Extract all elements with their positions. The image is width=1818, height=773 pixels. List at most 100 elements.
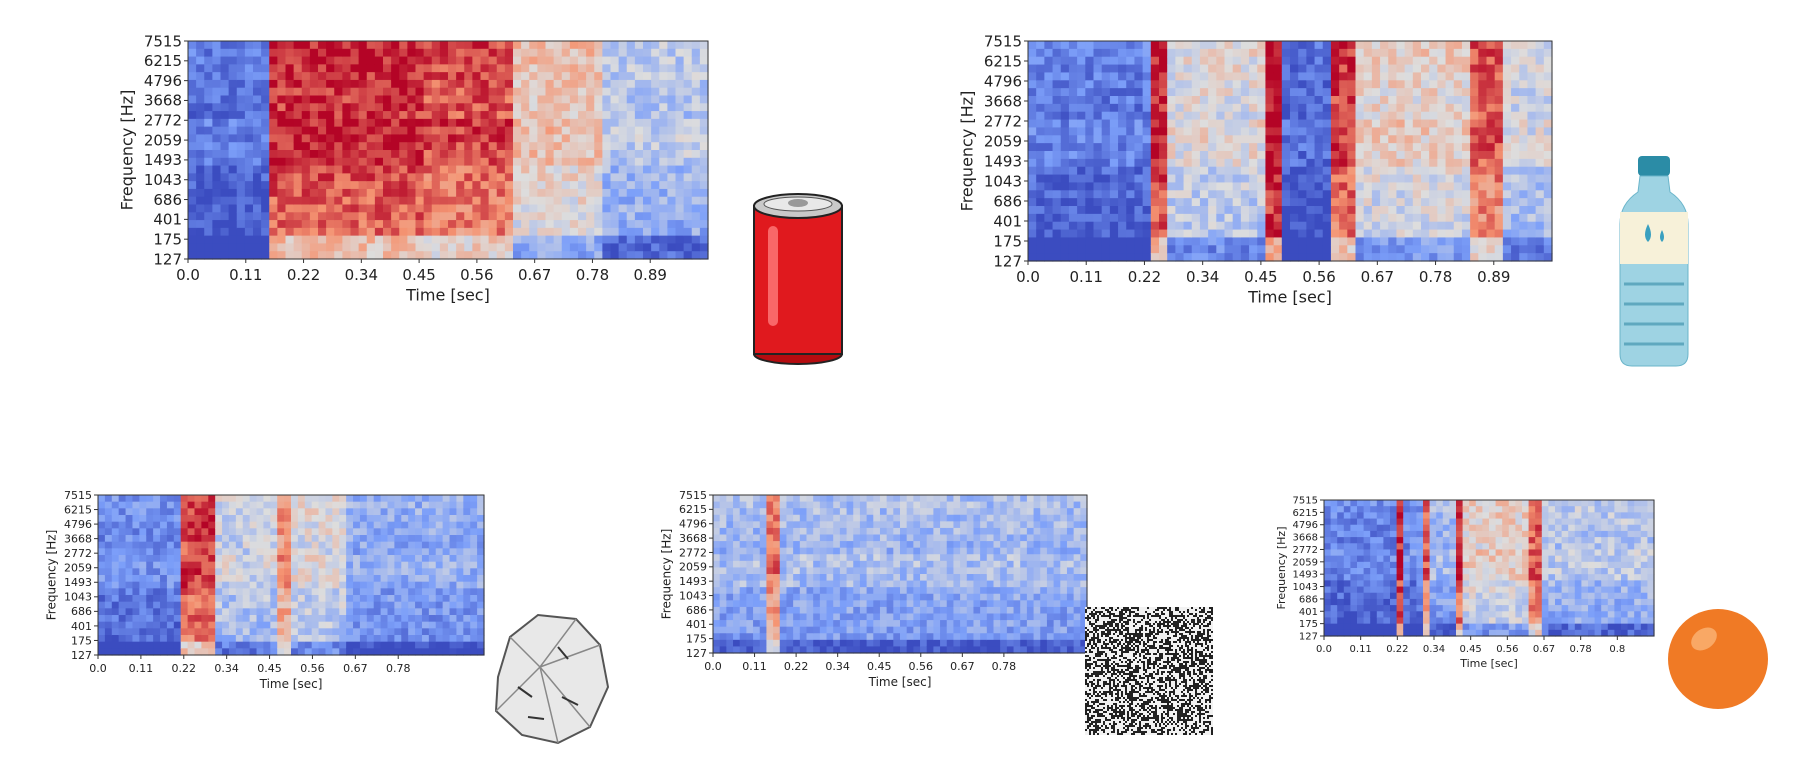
heatmap-cell (659, 188, 668, 198)
heatmap-cell (667, 235, 677, 245)
heatmap-cell (480, 126, 490, 136)
heatmap-cell (212, 220, 222, 229)
heatmap-cell (1478, 237, 1488, 246)
heatmap-cell (1077, 96, 1086, 105)
heatmap-cell (1535, 213, 1545, 223)
heatmap-cell (1134, 229, 1144, 239)
heatmap-cell (1437, 143, 1447, 152)
heatmap-cell (1437, 229, 1447, 239)
heatmap-cell (118, 495, 127, 503)
heatmap-cell (1380, 88, 1389, 97)
heatmap-cell (578, 56, 587, 65)
heatmap-cell (222, 615, 230, 623)
heatmap-cell (173, 568, 182, 576)
heatmap-cell (569, 87, 579, 97)
heatmap-cell (1085, 229, 1095, 239)
heatmap-cell (187, 495, 196, 503)
heatmap-cell (391, 41, 400, 50)
heatmap-cell (659, 212, 668, 221)
heatmap-cell (334, 243, 343, 252)
heatmap-cell (285, 64, 295, 73)
heatmap-cell (421, 621, 430, 629)
heatmap-cell (212, 212, 222, 221)
heatmap-cell (391, 95, 400, 104)
heatmap-cell (553, 157, 563, 167)
heatmap-cell (1461, 127, 1471, 136)
heatmap-cell (111, 495, 120, 503)
heatmap-cell (1044, 213, 1054, 223)
heatmap-cell (1077, 253, 1086, 262)
heatmap-cell (263, 568, 271, 576)
heatmap-cell (125, 615, 134, 623)
heatmap-cell (1371, 127, 1381, 136)
heatmap-cell (118, 535, 127, 543)
heatmap-cell (139, 595, 147, 603)
heatmap-cell (408, 541, 416, 549)
heatmap-cell (304, 495, 313, 503)
heatmap-cell (261, 79, 270, 89)
heatmap-cell (1077, 182, 1086, 191)
heatmap-cell (415, 56, 425, 65)
heatmap-cell (270, 628, 278, 636)
heatmap-cell (1175, 72, 1185, 81)
heatmap-cell (1077, 56, 1086, 66)
heatmap-cell (263, 601, 271, 609)
heatmap-cell (1412, 135, 1422, 144)
heatmap-cell (104, 635, 113, 643)
heatmap-cell (1486, 182, 1496, 191)
heatmap-cell (1191, 158, 1201, 168)
heatmap-cell (212, 251, 222, 260)
heatmap-cell (643, 95, 652, 104)
heatmap-cell (1535, 48, 1545, 58)
heatmap-cell (1265, 174, 1275, 184)
heatmap-cell (196, 173, 205, 182)
heatmap-cell (125, 628, 134, 636)
heatmap-cell (1453, 135, 1463, 144)
heatmap-cell (1044, 158, 1054, 168)
heatmap-cell (1388, 72, 1398, 81)
heatmap-cell (1404, 213, 1414, 223)
heatmap-cell (1511, 48, 1520, 58)
heatmap-cell (488, 64, 498, 73)
heatmap-cell (1093, 96, 1103, 105)
heatmap-cell (297, 535, 306, 543)
heatmap-cell (626, 134, 636, 143)
heatmap-cell (1429, 96, 1438, 105)
heatmap-cell (667, 56, 677, 65)
heatmap-cell (180, 495, 189, 503)
heatmap-cell (1347, 80, 1357, 89)
heatmap-cell (359, 628, 368, 636)
heatmap-cell (334, 48, 343, 58)
heatmap-cell (291, 601, 299, 609)
heatmap-cell (537, 196, 547, 206)
heatmap-cell (350, 118, 360, 128)
heatmap-cell (318, 111, 327, 120)
heatmap-cell (311, 575, 320, 583)
heatmap-cell (391, 188, 400, 198)
heatmap-cell (1273, 111, 1283, 121)
heatmap-cell (463, 588, 471, 596)
heatmap-cell (1183, 237, 1193, 246)
heatmap-cell (643, 103, 652, 112)
heatmap-cell (146, 635, 154, 643)
heatmap-cell (537, 41, 547, 50)
heatmap-cell (1314, 151, 1324, 160)
heatmap-cell (98, 641, 106, 649)
heatmap-cell (228, 521, 237, 529)
heatmap-cell (1191, 111, 1201, 121)
heatmap-cell (1453, 64, 1463, 74)
heatmap-cell (284, 601, 292, 609)
heatmap-cell (1527, 206, 1537, 215)
heatmap-cell (399, 220, 408, 229)
heatmap-cell (1371, 64, 1381, 74)
heatmap-cell (448, 48, 457, 58)
heatmap-cell (1159, 96, 1168, 105)
heatmap-cell (1085, 135, 1095, 144)
heatmap-cell (366, 227, 376, 237)
heatmap-cell (166, 535, 175, 543)
heatmap-cell (173, 621, 182, 629)
heatmap-cell (187, 575, 196, 583)
heatmap-cell (408, 568, 416, 576)
heatmap-cell (334, 196, 343, 206)
heatmap-cell (297, 508, 306, 516)
